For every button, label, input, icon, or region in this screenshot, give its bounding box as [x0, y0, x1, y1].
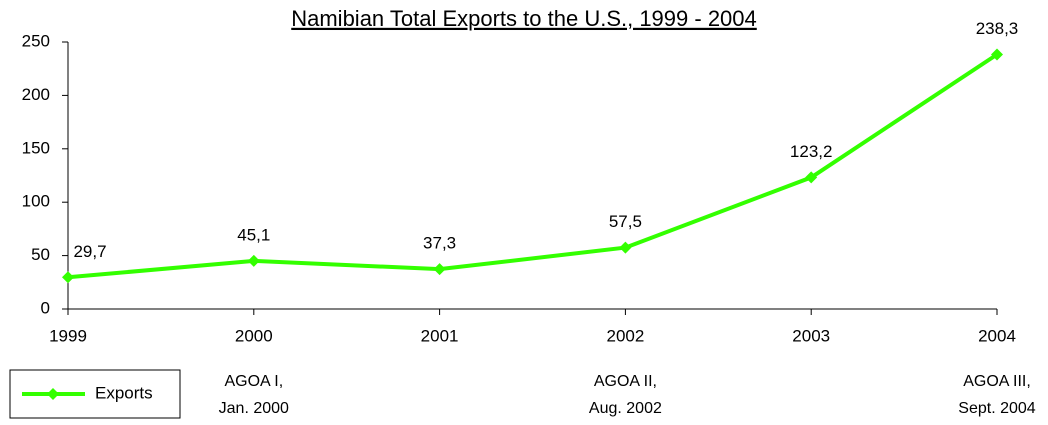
y-tick-label: 200 — [22, 85, 50, 104]
legend-label: Exports — [95, 383, 153, 402]
point-marker — [433, 263, 446, 276]
legend-marker — [47, 388, 59, 400]
data-label: 37,3 — [423, 234, 456, 253]
annotation: Aug. 2002 — [589, 400, 662, 417]
annotation: AGOA III, — [963, 373, 1031, 390]
x-tick-label: 2004 — [978, 326, 1016, 345]
annotation: Sept. 2004 — [958, 400, 1036, 417]
data-label: 57,5 — [609, 212, 642, 231]
y-tick-label: 0 — [41, 298, 50, 317]
annotation: Jan. 2000 — [219, 400, 289, 417]
annotation: AGOA II, — [594, 373, 657, 390]
data-label: 123,2 — [790, 142, 833, 161]
x-tick-label: 2000 — [235, 326, 273, 345]
x-tick-label: 2002 — [606, 326, 644, 345]
point-marker — [991, 48, 1003, 61]
point-marker — [619, 241, 632, 254]
series-line — [67, 52, 999, 280]
y-tick-label: 50 — [31, 245, 50, 264]
data-label: 45,1 — [237, 225, 270, 244]
x-tick-label: 2003 — [792, 326, 830, 345]
chart-title: Namibian Total Exports to the U.S., 1999… — [291, 6, 757, 31]
point-marker — [805, 171, 818, 184]
point-marker — [247, 254, 260, 267]
y-tick-label: 150 — [22, 138, 50, 157]
y-tick-label: 100 — [22, 192, 50, 211]
data-label: 29,7 — [73, 242, 106, 261]
x-tick-label: 1999 — [49, 326, 87, 345]
data-label: 238,3 — [976, 19, 1019, 38]
y-tick-label: 250 — [22, 31, 50, 50]
annotation: AGOA I, — [224, 373, 283, 390]
point-marker — [62, 271, 74, 284]
x-tick-label: 2001 — [421, 326, 459, 345]
